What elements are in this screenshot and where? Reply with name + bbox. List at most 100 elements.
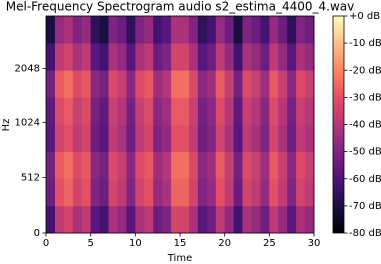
colorbar-tick-label: -60 dB (349, 174, 381, 185)
heat-cell (162, 16, 172, 44)
heat-cell (180, 97, 190, 125)
heat-cell (278, 70, 288, 98)
colorbar-tick-label: -70 dB (349, 201, 381, 212)
heat-cell (305, 16, 315, 44)
heat-cell (269, 151, 279, 180)
heat-cell (180, 178, 190, 207)
heat-cell (215, 151, 226, 180)
heat-cell (278, 151, 288, 180)
heat-cell (135, 16, 145, 44)
heat-cell (197, 124, 208, 153)
heat-cell (260, 70, 270, 98)
heat-cell (144, 124, 154, 153)
heat-cell (162, 205, 172, 234)
heat-cell (54, 70, 65, 98)
heat-cell (296, 43, 306, 71)
heat-cell (117, 124, 127, 153)
heat-cell (305, 205, 315, 234)
heat-cell (126, 97, 136, 125)
heat-cell (224, 97, 234, 125)
heat-cell (197, 151, 208, 180)
heat-cell (188, 70, 199, 98)
heat-cell (251, 124, 261, 153)
heat-cell (188, 205, 199, 234)
heat-cell (260, 16, 270, 44)
heat-cell (278, 124, 288, 153)
heat-cell (215, 97, 226, 125)
heat-cell (251, 151, 261, 180)
heat-cell (260, 124, 270, 153)
heat-cell (162, 124, 172, 153)
heat-cell (90, 205, 100, 234)
heat-cell (269, 43, 279, 71)
heat-cell (99, 16, 109, 44)
heat-cell (260, 151, 270, 180)
heat-cell (153, 43, 163, 71)
heat-cell (215, 70, 226, 98)
heat-cell (224, 178, 234, 207)
heat-cell (54, 43, 65, 71)
heat-cell (63, 70, 74, 98)
heat-cell (197, 97, 208, 125)
heat-cell (99, 205, 109, 234)
heat-cell (206, 205, 217, 234)
heat-cell (90, 97, 100, 125)
heat-cell (135, 70, 145, 98)
heat-cell (72, 205, 83, 234)
heat-cell (99, 178, 109, 207)
heat-cell (305, 151, 315, 180)
heat-cell (278, 43, 288, 71)
heat-cell (242, 43, 252, 71)
heat-cell (126, 151, 136, 180)
x-tick-label: 0 (43, 238, 49, 249)
heat-cell (251, 97, 261, 125)
heat-cell (224, 151, 234, 180)
heat-cell (296, 124, 306, 153)
heat-cell (108, 43, 118, 71)
heat-cell (215, 16, 226, 44)
heat-cell (233, 205, 243, 234)
heat-cell (296, 70, 306, 98)
x-tick-label: 30 (308, 238, 321, 249)
heat-cell (126, 124, 136, 153)
heat-cell (108, 70, 118, 98)
heat-cell (269, 97, 279, 125)
heatmap (46, 16, 315, 234)
heat-cell (171, 16, 181, 44)
heat-cell (81, 124, 92, 153)
heat-cell (162, 178, 172, 207)
heat-cell (108, 205, 118, 234)
heat-cell (197, 178, 208, 207)
y-axis-label: Hz (1, 119, 12, 132)
colorbar-tick-label: -20 dB (349, 65, 381, 76)
heat-cell (90, 16, 100, 44)
heat-cell (251, 178, 261, 207)
heat-cell (90, 43, 100, 71)
heat-cell (72, 97, 83, 125)
heat-cell (287, 70, 297, 98)
heat-cell (54, 16, 65, 44)
heat-cell (305, 97, 315, 125)
heat-cell (269, 178, 279, 207)
heat-cell (260, 43, 270, 71)
heat-cell (135, 43, 145, 71)
heat-cell (171, 205, 181, 234)
heat-cell (46, 43, 56, 71)
y-tick-label: 0 (34, 228, 40, 239)
heat-cell (242, 124, 252, 153)
heat-cell (153, 124, 163, 153)
heat-cell (135, 124, 145, 153)
heat-cell (46, 205, 56, 234)
heat-cell (188, 97, 199, 125)
heat-cell (251, 205, 261, 234)
heat-cell (72, 70, 83, 98)
x-tick-label: 5 (87, 238, 93, 249)
heat-cell (81, 178, 92, 207)
heat-cell (54, 151, 65, 180)
heat-cell (305, 178, 315, 207)
heat-cell (260, 97, 270, 125)
heat-cell (180, 43, 190, 71)
heat-cell (72, 178, 83, 207)
heat-cell (278, 97, 288, 125)
